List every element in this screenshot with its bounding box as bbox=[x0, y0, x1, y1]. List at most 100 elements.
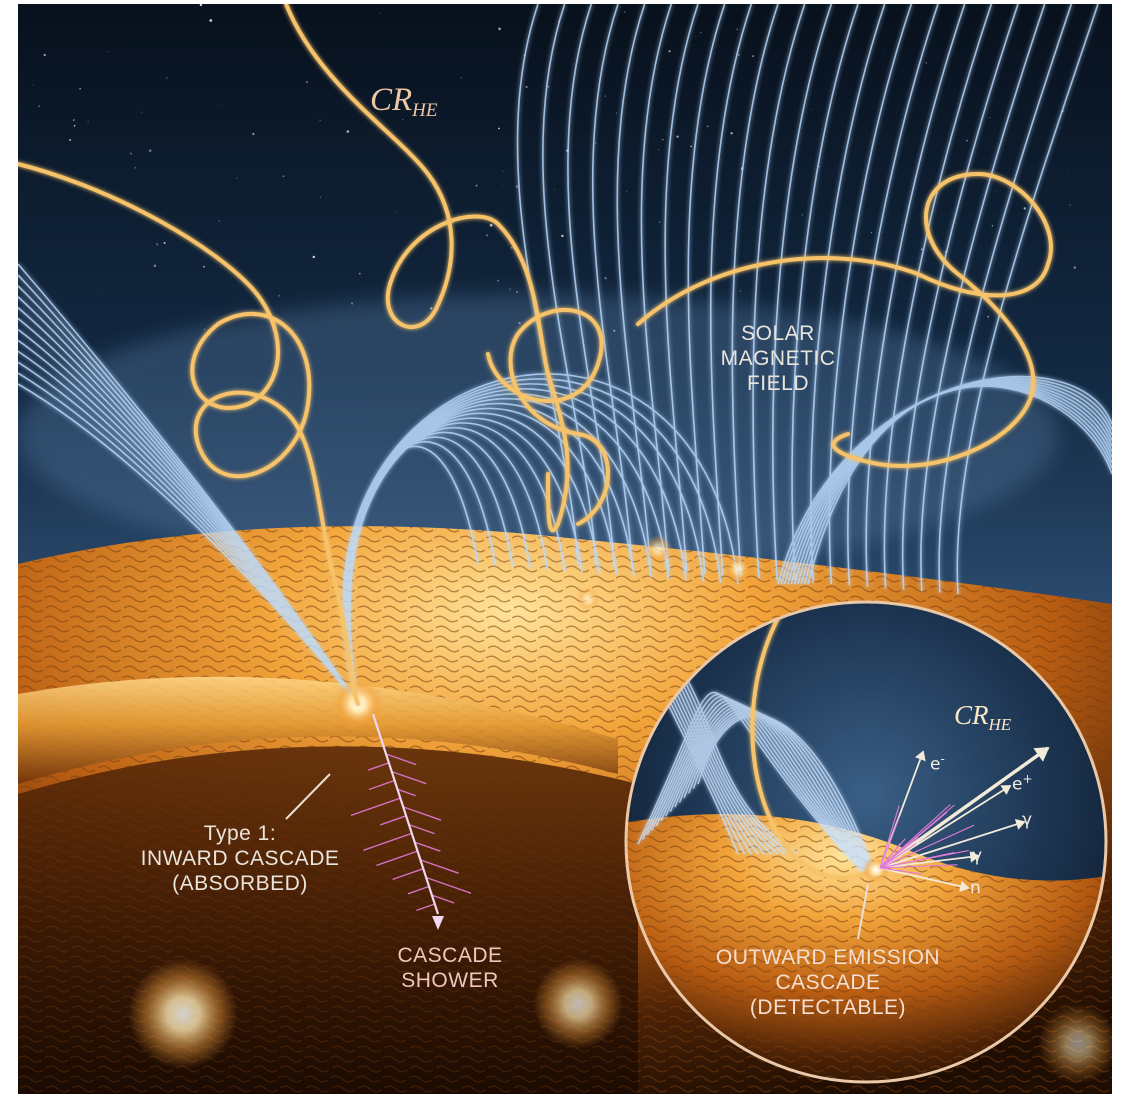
inset-field-line bbox=[637, 691, 864, 873]
type1-inward-cascade-label: Type 1: INWARD CASCADE (ABSORBED) bbox=[140, 822, 340, 895]
illustration: CRHE SOLAR MAGNETIC FIELD Type 1: INWARD… bbox=[18, 4, 1112, 1094]
cosmic-ray-left bbox=[18, 162, 360, 706]
star bbox=[995, 191, 997, 192]
star bbox=[658, 221, 661, 223]
star bbox=[346, 130, 350, 133]
field-line bbox=[920, 4, 1046, 592]
star bbox=[515, 185, 519, 188]
star bbox=[882, 48, 884, 50]
star bbox=[604, 276, 607, 280]
cosmic-ray-loops bbox=[486, 308, 610, 526]
shower-branch bbox=[408, 823, 435, 835]
star bbox=[737, 53, 740, 56]
outward-emission-cascade-label: OUTWARD EMISSION CASCADE (DETECTABLE) bbox=[715, 946, 941, 1019]
star bbox=[305, 80, 309, 84]
star bbox=[202, 15, 203, 17]
emission-arrowhead bbox=[915, 750, 926, 762]
field-line bbox=[18, 263, 359, 705]
field-line bbox=[709, 4, 753, 576]
star bbox=[730, 132, 733, 135]
star bbox=[690, 145, 692, 148]
star bbox=[498, 127, 500, 130]
inset-field-line bbox=[672, 661, 792, 855]
star bbox=[221, 103, 223, 105]
shower-branch bbox=[368, 779, 395, 791]
shower-branch bbox=[363, 832, 413, 851]
inset-cosmic-ray-label: CRHE bbox=[954, 700, 1012, 734]
star bbox=[87, 120, 89, 122]
inset-magnifier bbox=[626, 602, 1106, 1082]
star bbox=[870, 232, 872, 234]
shower-branch bbox=[431, 894, 455, 904]
inset-field-line bbox=[641, 693, 865, 873]
star bbox=[460, 76, 462, 79]
particle-neutron: n bbox=[970, 878, 981, 898]
star bbox=[502, 184, 504, 186]
flare-spot bbox=[128, 959, 238, 1069]
inset-field-line bbox=[655, 699, 867, 873]
star bbox=[236, 177, 238, 179]
emission-spray bbox=[879, 843, 917, 869]
star bbox=[739, 290, 741, 292]
field-line bbox=[847, 4, 939, 586]
solar-magnetic-field-label: SOLAR MAGNETIC FIELD bbox=[720, 322, 836, 395]
star bbox=[203, 265, 205, 268]
type1-pointer bbox=[285, 773, 331, 820]
shower-branch bbox=[425, 876, 472, 894]
star bbox=[668, 50, 671, 53]
field-line bbox=[542, 4, 597, 566]
field-line bbox=[901, 4, 1019, 590]
emission-spray bbox=[879, 804, 955, 869]
star bbox=[1073, 266, 1077, 269]
cosmic-ray-main bbox=[284, 4, 570, 533]
shower-branch bbox=[367, 762, 390, 771]
emission-spray bbox=[879, 805, 900, 869]
field-line bbox=[664, 4, 699, 573]
star bbox=[43, 53, 46, 57]
field-line bbox=[807, 385, 1112, 585]
outward-pointer bbox=[857, 883, 869, 940]
star bbox=[511, 247, 513, 249]
inset-cosmic-ray bbox=[750, 602, 874, 880]
star bbox=[69, 138, 72, 142]
particle-electron: e- bbox=[930, 752, 945, 775]
star bbox=[685, 130, 686, 132]
star bbox=[604, 95, 606, 97]
shower-branch bbox=[402, 806, 442, 821]
emission-spray bbox=[879, 816, 901, 869]
field-line bbox=[731, 4, 779, 577]
emission-spray bbox=[879, 864, 958, 869]
star bbox=[278, 294, 280, 297]
shower-branch bbox=[420, 859, 459, 874]
star bbox=[73, 119, 75, 121]
particle-gamma-1: γ bbox=[1022, 810, 1033, 830]
field-line bbox=[956, 4, 1099, 595]
star bbox=[106, 51, 108, 52]
star bbox=[79, 87, 81, 90]
field-line bbox=[772, 4, 833, 580]
star bbox=[379, 12, 381, 14]
inset-field-line bbox=[677, 663, 799, 855]
star bbox=[595, 142, 597, 144]
star bbox=[452, 97, 454, 98]
field-line bbox=[345, 402, 635, 705]
star bbox=[153, 264, 157, 268]
field-line bbox=[752, 4, 806, 579]
star bbox=[209, 19, 213, 22]
shower-branch bbox=[407, 885, 430, 895]
star bbox=[489, 223, 493, 227]
star bbox=[987, 316, 989, 318]
star bbox=[73, 124, 76, 127]
cosmic-ray-right bbox=[636, 171, 1053, 468]
star bbox=[155, 243, 159, 246]
star bbox=[252, 132, 255, 135]
field-line bbox=[18, 383, 359, 705]
field-line bbox=[865, 4, 966, 587]
shower-branch bbox=[350, 797, 401, 817]
shower-branch bbox=[392, 868, 424, 881]
magnetic-field-lines bbox=[18, 4, 1112, 705]
field-line bbox=[640, 4, 673, 572]
cascade-shower bbox=[350, 753, 472, 912]
shower-branch bbox=[379, 815, 407, 826]
emission-arrowhead bbox=[959, 880, 970, 892]
